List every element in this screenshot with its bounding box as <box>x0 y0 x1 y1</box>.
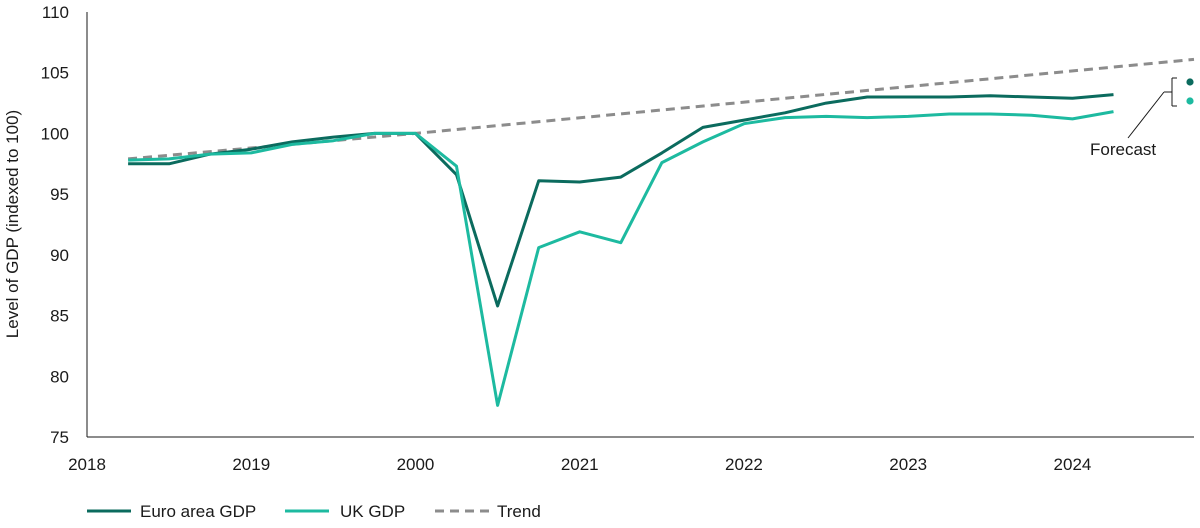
y-tick-label: 105 <box>41 64 69 83</box>
forecast-label: Forecast <box>1090 140 1156 159</box>
y-tick-label: 75 <box>50 428 69 447</box>
legend-label: Trend <box>497 502 541 521</box>
x-tick-label: 2019 <box>232 455 270 474</box>
x-tick-label: 2018 <box>68 455 106 474</box>
series-line-euro-area-gdp <box>128 93 1114 308</box>
y-tick-label: 95 <box>50 185 69 204</box>
x-tick-label: 2021 <box>561 455 599 474</box>
axes <box>86 12 1194 438</box>
x-tick-label: 2022 <box>725 455 763 474</box>
y-tick-label: 80 <box>50 367 69 386</box>
x-tick-label: 2023 <box>889 455 927 474</box>
y-tick-label: 85 <box>50 307 69 326</box>
forecast-bracket <box>1127 77 1177 139</box>
series-layer <box>127 57 1195 407</box>
legend-label: Euro area GDP <box>140 502 256 521</box>
forecast-marker <box>1186 78 1194 86</box>
series-line-uk-gdp <box>128 110 1114 407</box>
legend-label: UK GDP <box>340 502 405 521</box>
y-tick-labels: 75 80 85 90 95 100 105 110 <box>41 3 69 447</box>
y-tick-label: 100 <box>41 124 69 143</box>
y-tick-label: 90 <box>50 246 69 265</box>
x-tick-label: 2000 <box>397 455 435 474</box>
forecast-annotation: Forecast <box>1090 77 1194 159</box>
y-axis-title: Level of GDP (indexed to 100) <box>3 110 22 338</box>
legend: Euro area GDP UK GDP Trend <box>87 502 541 521</box>
y-tick-label: 110 <box>42 3 69 22</box>
x-tick-labels: 2018 2019 2000 2021 2022 2023 2024 <box>68 455 1091 474</box>
forecast-marker <box>1186 97 1194 105</box>
x-tick-label: 2024 <box>1054 455 1092 474</box>
